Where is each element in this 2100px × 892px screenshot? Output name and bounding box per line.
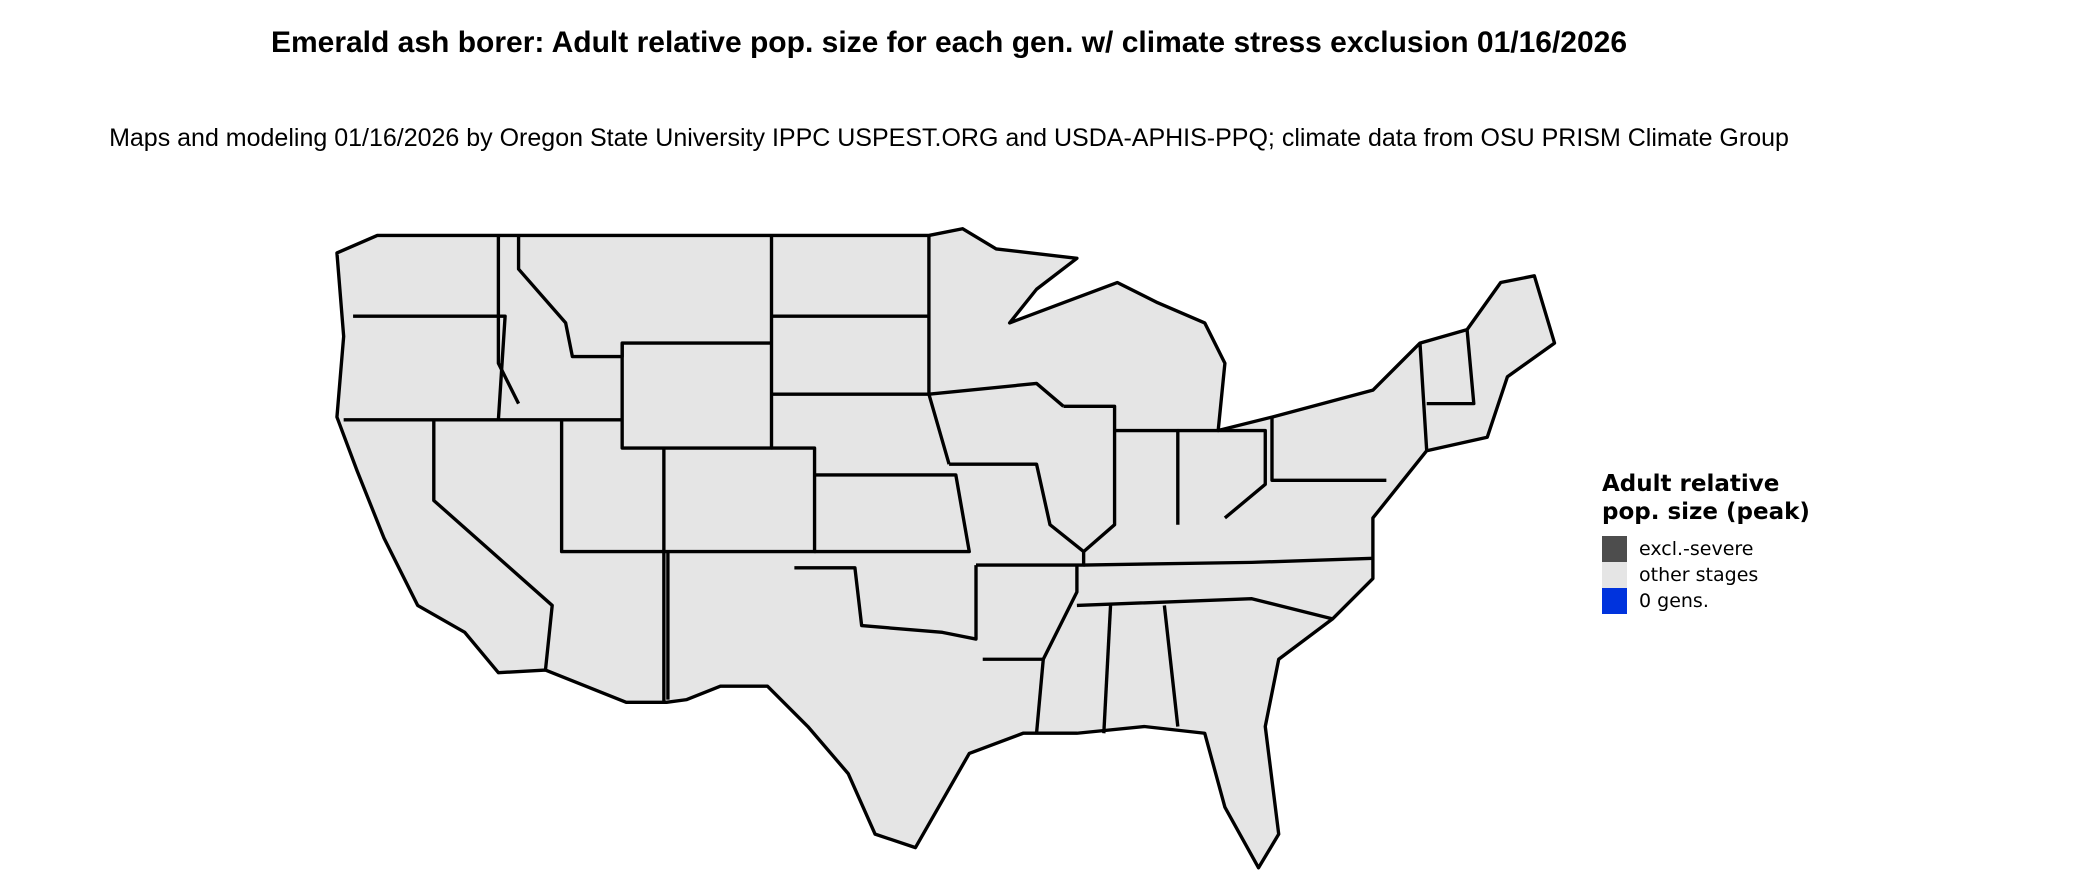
- legend-label: other stages: [1639, 564, 1759, 586]
- map-title: Emerald ash borer: Adult relative pop. s…: [270, 26, 1628, 59]
- legend-item-excl-severe: excl.-severe: [1602, 536, 1822, 562]
- map-subtitle: Maps and modeling 01/16/2026 by Oregon S…: [109, 124, 1789, 152]
- legend-title: Adult relative pop. size (peak): [1602, 471, 1810, 525]
- state-borders: [343, 235, 1476, 734]
- legend-label: excl.-severe: [1639, 538, 1754, 560]
- legend-swatch: [1602, 536, 1627, 562]
- legend-label: 0 gens.: [1639, 590, 1709, 612]
- legend-swatch: [1602, 588, 1627, 614]
- legend-item-0-gens: 0 gens.: [1602, 588, 1822, 614]
- legend: Adult relative pop. size (peak) excl.-se…: [1602, 470, 1822, 614]
- legend-item-other-stages: other stages: [1602, 562, 1822, 588]
- us-outline: [335, 227, 1557, 870]
- legend-swatch: [1602, 562, 1627, 588]
